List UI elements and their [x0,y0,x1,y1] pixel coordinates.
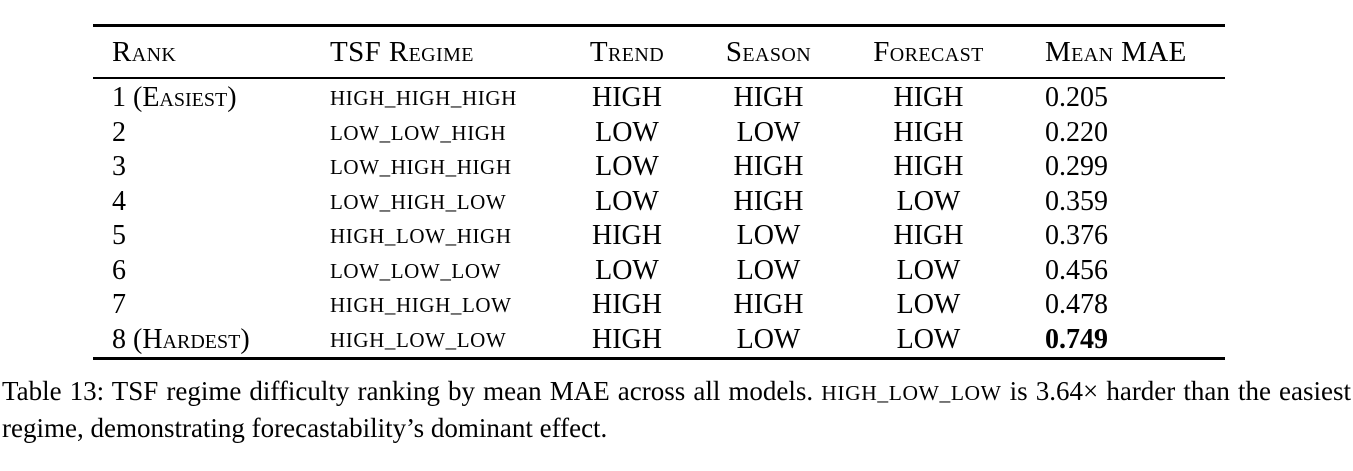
header-cell-forecast: Forecast [846,25,1011,79]
mean-mae-cell: 0.299 [1045,151,1108,182]
forecast-cell: HIGH [893,220,964,251]
mean-mae-cell: 0.749 [1045,323,1108,355]
table-header-row: Rank TSF Regime Trend Season Forecast Me… [93,25,1225,79]
regime-cell: HIGH_HIGH_LOW [330,293,512,317]
season-cell: LOW [736,220,801,251]
season-cell: LOW [736,254,801,286]
forecast-cell: LOW [896,254,961,286]
season-cell: HIGH [733,82,804,113]
caption-regime-token: HIGH_LOW_LOW [821,381,1002,405]
header-cell-rank: Rank [93,25,315,79]
rank-cell: 8 (Hardest) [112,323,250,355]
table-row: 1 (Easiest) HIGH_HIGH_HIGH HIGH HIGH HIG… [93,78,1225,116]
regime-cell: LOW_LOW_HIGH [330,120,507,145]
trend-cell: LOW [595,151,659,182]
regime-cell: LOW_HIGH_HIGH [330,155,512,179]
header-cell-mean-mae: Mean MAE [1011,25,1225,79]
forecast-cell: HIGH [893,116,964,148]
season-cell: HIGH [733,289,804,320]
rank-cell: 1 (Easiest) [112,82,237,113]
trend-cell: HIGH [592,289,662,320]
forecast-cell: HIGH [893,151,964,182]
table-caption: Table 13: TSF regime difficulty ranking … [2,374,1351,446]
rank-cell: 2 [112,116,126,148]
caption-suffix: is 3.64× harder than the easiest regime,… [2,376,1351,443]
paper-table-figure: Rank TSF Regime Trend Season Forecast Me… [93,24,1225,360]
trend-cell: LOW [595,254,659,286]
forecast-cell: LOW [896,323,961,355]
mean-mae-cell: 0.205 [1045,82,1108,113]
tsf-regime-difficulty-table: Rank TSF Regime Trend Season Forecast Me… [93,24,1225,360]
regime-cell: HIGH_LOW_LOW [330,327,507,352]
regime-cell: HIGH_LOW_HIGH [330,224,512,248]
table-row: 7 HIGH_HIGH_LOW HIGH HIGH LOW 0.478 [93,288,1225,323]
rank-cell: 5 [112,220,126,251]
trend-cell: LOW [595,116,659,148]
table-row: 8 (Hardest) HIGH_LOW_LOW HIGH LOW LOW 0.… [93,323,1225,359]
caption-prefix: Table 13: TSF regime difficulty ranking … [2,376,822,406]
mean-mae-cell: 0.376 [1045,220,1108,251]
table-row: 4 LOW_HIGH_LOW LOW HIGH LOW 0.359 [93,185,1225,220]
regime-cell: LOW_LOW_LOW [330,258,502,283]
trend-cell: HIGH [592,82,662,113]
mean-mae-cell: 0.478 [1045,289,1108,320]
forecast-cell: LOW [896,289,961,320]
header-cell-trend: Trend [563,25,691,79]
table-row: 2 LOW_LOW_HIGH LOW LOW HIGH 0.220 [93,116,1225,151]
header-cell-season: Season [691,25,846,79]
table-row: 6 LOW_LOW_LOW LOW LOW LOW 0.456 [93,254,1225,289]
rank-cell: 6 [112,254,126,286]
season-cell: HIGH [733,185,804,217]
mean-mae-cell: 0.359 [1045,185,1108,217]
trend-cell: LOW [595,185,659,217]
table-row: 5 HIGH_LOW_HIGH HIGH LOW HIGH 0.376 [93,219,1225,254]
season-cell: HIGH [733,151,804,182]
trend-cell: HIGH [592,323,662,355]
regime-cell: LOW_HIGH_LOW [330,189,507,214]
rank-cell: 7 [112,289,126,320]
forecast-cell: HIGH [893,82,964,113]
trend-cell: HIGH [592,220,662,251]
rank-cell: 4 [112,185,126,217]
forecast-cell: LOW [896,185,961,217]
rank-cell: 3 [112,151,126,182]
season-cell: LOW [736,116,801,148]
table-row: 3 LOW_HIGH_HIGH LOW HIGH HIGH 0.299 [93,150,1225,185]
season-cell: LOW [736,323,801,355]
regime-cell: HIGH_HIGH_HIGH [330,86,517,110]
mean-mae-cell: 0.456 [1045,254,1108,286]
mean-mae-cell: 0.220 [1045,116,1108,148]
header-cell-regime: TSF Regime [315,25,563,79]
